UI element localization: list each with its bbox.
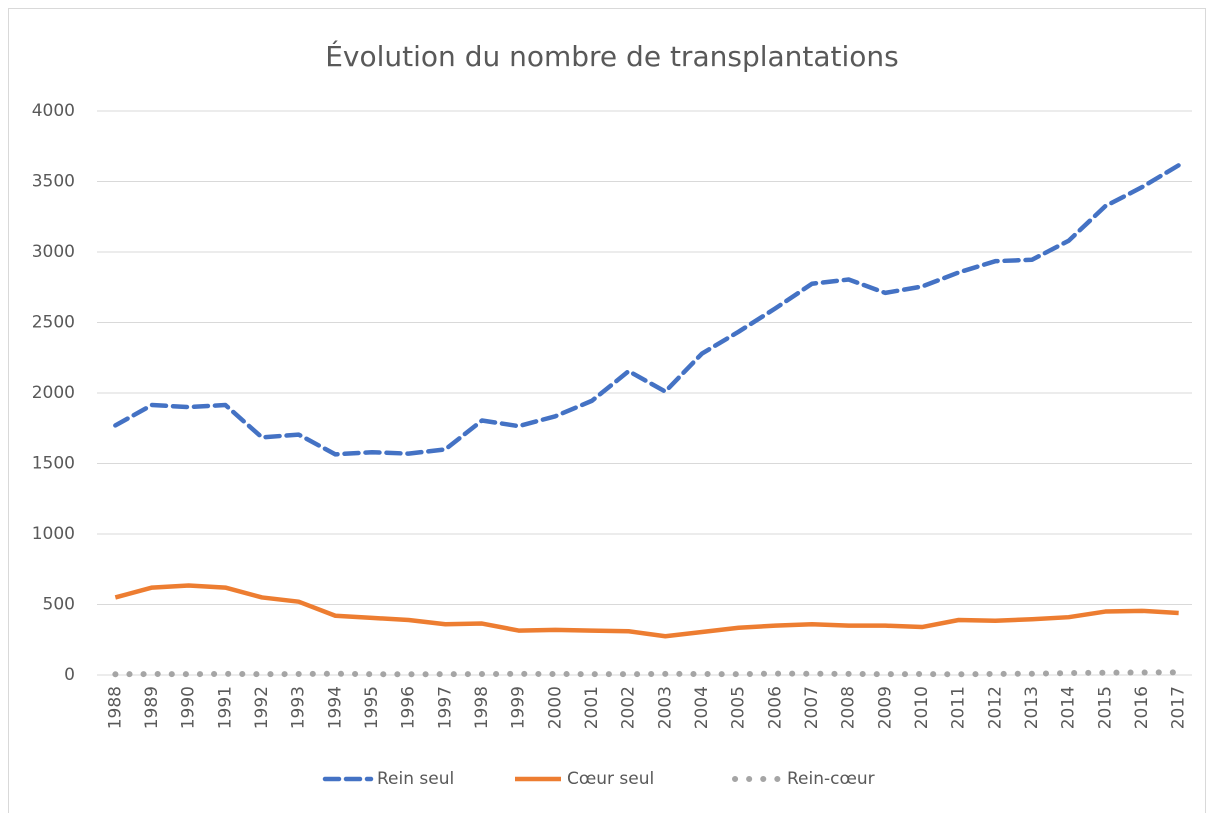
legend-label: Cœur seul	[567, 769, 654, 789]
x-tick-label: 1997	[435, 686, 455, 729]
y-tick-label: 2000	[32, 383, 75, 403]
x-tick-label: 1996	[399, 686, 419, 729]
x-tick-label: 2015	[1095, 686, 1115, 729]
y-tick-label: 0	[64, 665, 75, 685]
x-tick-label: 2001	[582, 686, 602, 729]
y-tick-label: 1500	[32, 454, 75, 474]
y-tick-label: 500	[43, 595, 75, 615]
x-tick-label: 2000	[545, 686, 565, 729]
y-tick-label: 3000	[32, 242, 75, 262]
x-tick-label: 2003	[655, 686, 675, 729]
x-tick-label: 1998	[472, 686, 492, 729]
x-tick-label: 2017	[1169, 686, 1189, 729]
x-tick-label: 2012	[985, 686, 1005, 729]
x-tick-label: 2016	[1132, 686, 1152, 729]
x-tick-label: 2004	[692, 686, 712, 729]
series-line	[114, 583, 1179, 639]
x-tick-label: 2002	[619, 686, 639, 729]
x-tick-label: 1989	[142, 686, 162, 729]
chart-title: Évolution du nombre de transplantations	[325, 39, 899, 73]
x-tick-label: 2006	[765, 686, 785, 729]
x-tick-label: 2011	[949, 686, 969, 729]
y-tick-label: 3500	[32, 172, 75, 192]
series-line	[112, 669, 1182, 678]
series-line	[113, 163, 1181, 457]
x-tick-label: 1995	[362, 686, 382, 729]
x-tick-label: 1988	[105, 686, 125, 729]
x-tick-label: 2005	[729, 686, 749, 729]
legend-label: Rein-cœur	[787, 769, 875, 789]
chart-border	[8, 8, 1206, 817]
x-tick-label: 1993	[289, 686, 309, 729]
x-tick-label: 2010	[912, 686, 932, 729]
x-tick-label: 1992	[252, 686, 272, 729]
y-tick-label: 4000	[32, 101, 75, 121]
y-tick-label: 1000	[32, 524, 75, 544]
y-tick-label: 2500	[32, 313, 75, 333]
x-tick-label: 1991	[215, 686, 235, 729]
x-tick-label: 1999	[509, 686, 529, 729]
x-tick-label: 1990	[179, 686, 199, 729]
x-tick-label: 2007	[802, 686, 822, 729]
legend-label: Rein seul	[377, 769, 454, 789]
x-tick-label: 2013	[1022, 686, 1042, 729]
x-tick-label: 2009	[875, 686, 895, 729]
x-tick-label: 2008	[839, 686, 859, 729]
x-tick-label: 1994	[325, 686, 345, 729]
x-tick-label: 2014	[1059, 686, 1079, 729]
